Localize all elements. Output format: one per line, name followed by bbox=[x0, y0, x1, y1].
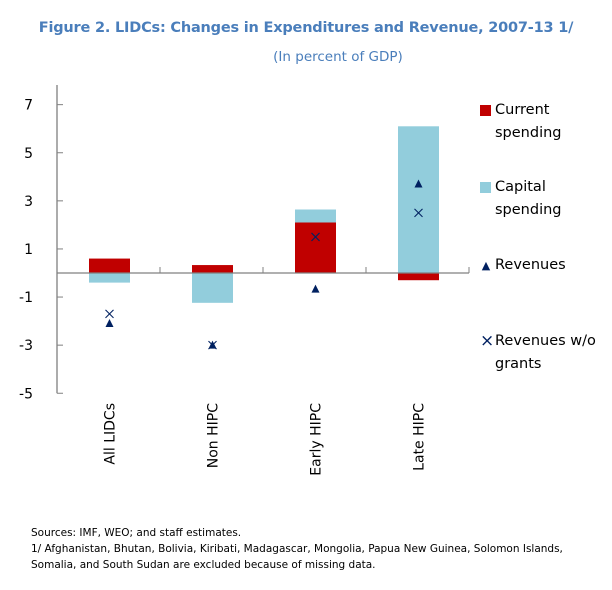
capital-spending-swatch bbox=[480, 182, 491, 193]
legend-label: Capital bbox=[495, 179, 546, 195]
footnote: 1/ Afghanistan, Bhutan, Bolivia, Kiribat… bbox=[31, 543, 563, 571]
legend-label-line2: spending bbox=[495, 202, 562, 218]
y-tick-label: -5 bbox=[19, 386, 33, 402]
x-category-label: All LIDCs bbox=[103, 403, 119, 465]
legend-label-line2: spending bbox=[495, 125, 562, 141]
revenues-triangle-marker-late-hipc bbox=[414, 179, 423, 188]
legend-label: Revenues w/o bbox=[495, 333, 596, 349]
x-marker-stroke bbox=[105, 309, 114, 319]
chart-subtitle-text: (In percent of GDP) bbox=[273, 49, 403, 65]
chart-title: Figure 2. LIDCs: Changes in Expenditures… bbox=[38, 20, 574, 36]
chart-subtitle: (In percent of GDP) bbox=[0, 49, 612, 65]
bar-current-spending-late-hipc bbox=[398, 273, 439, 281]
revenues-wo-grants-x-marker-late-hipc bbox=[414, 208, 423, 218]
revenues-wo-grants-x-marker-non-hipc bbox=[208, 340, 217, 350]
revenues-triangle-marker-all-lidcs bbox=[105, 319, 114, 328]
y-tick-label: 5 bbox=[24, 146, 33, 162]
y-tick-label: 3 bbox=[24, 194, 33, 210]
bar-current-spending-all-lidcs bbox=[89, 258, 130, 273]
bar-capital-spending-all-lidcs bbox=[89, 273, 130, 283]
legend-label-line2: grants bbox=[495, 356, 542, 372]
triangle-marker-icon: ▲ bbox=[481, 259, 491, 272]
bar-capital-spending-early-hipc bbox=[295, 209, 336, 223]
bar-capital-spending-non-hipc bbox=[192, 273, 233, 303]
x-category-label: Late HIPC bbox=[412, 403, 428, 471]
x-marker-stroke bbox=[414, 208, 423, 218]
x-category-label: Non HIPC bbox=[206, 403, 222, 468]
x-marker-stroke bbox=[311, 232, 320, 242]
chart-notes: Sources: IMF, WEO; and staff estimates. … bbox=[31, 525, 591, 573]
x-marker-stroke bbox=[208, 340, 217, 350]
revenues-wo-grants-x-marker-early-hipc bbox=[311, 232, 320, 242]
bar-capital-spending-late-hipc bbox=[398, 126, 439, 273]
legend-label: Current bbox=[495, 102, 550, 118]
legend-label: Revenues bbox=[495, 257, 566, 273]
bars-layer bbox=[89, 126, 439, 303]
y-tick-label: -3 bbox=[19, 338, 33, 354]
y-tick-label: 1 bbox=[24, 242, 33, 258]
x-marker-icon: × bbox=[480, 331, 495, 351]
axes-layer bbox=[56, 85, 470, 394]
y-tick-labels: 7 5 3 1 -1 -3 -5 bbox=[19, 98, 33, 403]
sources-note: Sources: IMF, WEO; and staff estimates. bbox=[31, 527, 242, 539]
chart-plot: 7 5 3 1 -1 -3 -5 All LIDCs Non HIPC Early HIPC La… bbox=[19, 85, 470, 476]
bar-current-spending-early-hipc bbox=[295, 222, 336, 273]
x-category-labels: All LIDCs Non HIPC Early HIPC Late HIPC bbox=[103, 403, 428, 476]
markers-layer bbox=[105, 179, 423, 350]
current-spending-swatch bbox=[480, 105, 491, 116]
y-tick-label: -1 bbox=[19, 290, 33, 306]
revenues-wo-grants-x-marker-all-lidcs bbox=[105, 309, 114, 319]
bar-current-spending-non-hipc bbox=[192, 265, 233, 273]
y-tick-label: 7 bbox=[24, 98, 33, 114]
x-category-label: Early HIPC bbox=[309, 403, 325, 476]
revenues-triangle-marker-early-hipc bbox=[311, 284, 320, 293]
